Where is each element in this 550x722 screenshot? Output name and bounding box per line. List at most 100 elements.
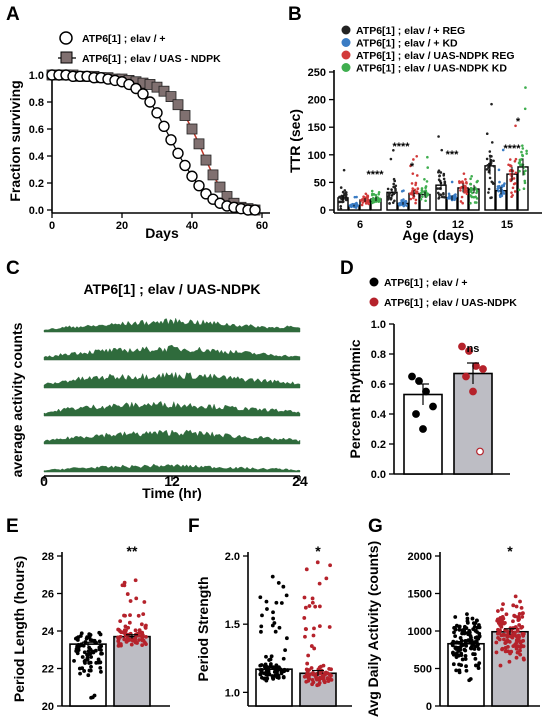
x-tick-label: 12: [452, 219, 464, 231]
data-point: [469, 177, 472, 181]
data-point: [501, 632, 506, 637]
data-point: [374, 193, 378, 197]
data-point: [88, 668, 93, 673]
data-point: [460, 195, 464, 199]
data-point: [490, 141, 494, 144]
data-point: [141, 612, 146, 617]
data-point: [510, 191, 513, 194]
data-point: [317, 680, 322, 685]
data-point: [472, 195, 476, 199]
data-point: [503, 646, 508, 650]
data-point: [497, 189, 500, 193]
data-point: [511, 603, 516, 608]
data-point: [75, 644, 80, 649]
data-point: [317, 624, 322, 629]
data-point: [80, 666, 85, 671]
data-point: [387, 194, 391, 197]
data-point: [344, 193, 348, 196]
data-point: [411, 172, 415, 175]
data-point: [311, 672, 316, 677]
data-point: [503, 621, 507, 625]
data-point: [98, 632, 103, 637]
data-point: [514, 157, 518, 161]
data-point: [91, 650, 96, 655]
data-point: [512, 182, 516, 186]
data-point: [495, 618, 500, 623]
data-point: [518, 169, 521, 173]
data-point: [442, 196, 446, 199]
series-2-point: [165, 91, 177, 102]
legend-b-series-1: ATP6[1] ; elav / + REG: [356, 25, 465, 37]
data-point: [354, 203, 357, 206]
data-point: [504, 612, 509, 617]
data-point: [474, 618, 479, 623]
data-point: [475, 644, 480, 648]
data-point: [116, 639, 121, 644]
y-tick-label: 0: [426, 701, 432, 713]
data-point: [488, 176, 492, 180]
data-point: [84, 636, 89, 641]
data-point: [513, 642, 517, 647]
y-tick-label: 50: [314, 177, 326, 189]
data-point: [509, 178, 512, 181]
panel-f-period-strength-chart: F 1.0 1.5 2.0 Period Strength *: [188, 516, 352, 707]
data-point: [302, 616, 307, 620]
data-point: [437, 193, 441, 196]
data-point: [389, 197, 393, 201]
data-point: [494, 650, 499, 655]
data-point: [325, 671, 330, 676]
data-point: [133, 628, 138, 633]
data-point: [392, 148, 395, 152]
y-tick-label: 0.2: [29, 178, 44, 190]
data-point: [312, 646, 317, 651]
data-point: [509, 164, 512, 168]
data-point: [118, 619, 123, 623]
data-point: [465, 181, 468, 184]
data-point: [371, 196, 375, 200]
data-point: [450, 641, 455, 646]
data-point: [137, 628, 142, 633]
data-point: [402, 204, 406, 208]
panel-a-survival-chart: A ATP6[1] ; elav / + ATP6[1] ; elav / UA…: [6, 4, 270, 241]
data-point: [453, 634, 458, 638]
series-1-point: [144, 96, 156, 108]
data-point: [275, 669, 279, 674]
panel-f-label: F: [188, 516, 200, 537]
data-point: [354, 206, 358, 209]
data-point: [87, 661, 91, 665]
data-point: [470, 641, 475, 646]
data-point: [121, 630, 125, 635]
data-point: [469, 189, 473, 193]
significance-annotation: *: [410, 161, 415, 173]
legend-b-dot: [341, 50, 351, 60]
data-point: [459, 189, 462, 192]
data-point: [389, 157, 393, 161]
data-point: [85, 652, 90, 657]
data-point: [415, 154, 419, 158]
data-point: [425, 180, 429, 183]
data-point: [303, 627, 308, 631]
data-point: [307, 676, 312, 681]
actogram-row-1: [43, 317, 301, 333]
data-point: [414, 201, 417, 205]
data-point: [277, 667, 282, 671]
data-point: [386, 187, 390, 191]
data-point: [511, 619, 515, 624]
data-point: [416, 187, 420, 191]
data-point: [72, 658, 76, 663]
data-point: [511, 186, 515, 190]
data-point: [518, 161, 521, 165]
data-point: [470, 616, 475, 621]
data-point: [263, 676, 267, 681]
data-point: [272, 621, 277, 625]
x-tick-label: 6: [357, 219, 363, 231]
data-point: [437, 170, 440, 174]
data-point: [520, 163, 523, 167]
data-point: [310, 596, 315, 601]
data-point: [284, 593, 289, 598]
data-point: [518, 652, 523, 657]
x-tick-label: 60: [256, 220, 268, 232]
data-point: [392, 192, 396, 196]
data-point: [477, 661, 482, 666]
data-point: [412, 410, 420, 418]
